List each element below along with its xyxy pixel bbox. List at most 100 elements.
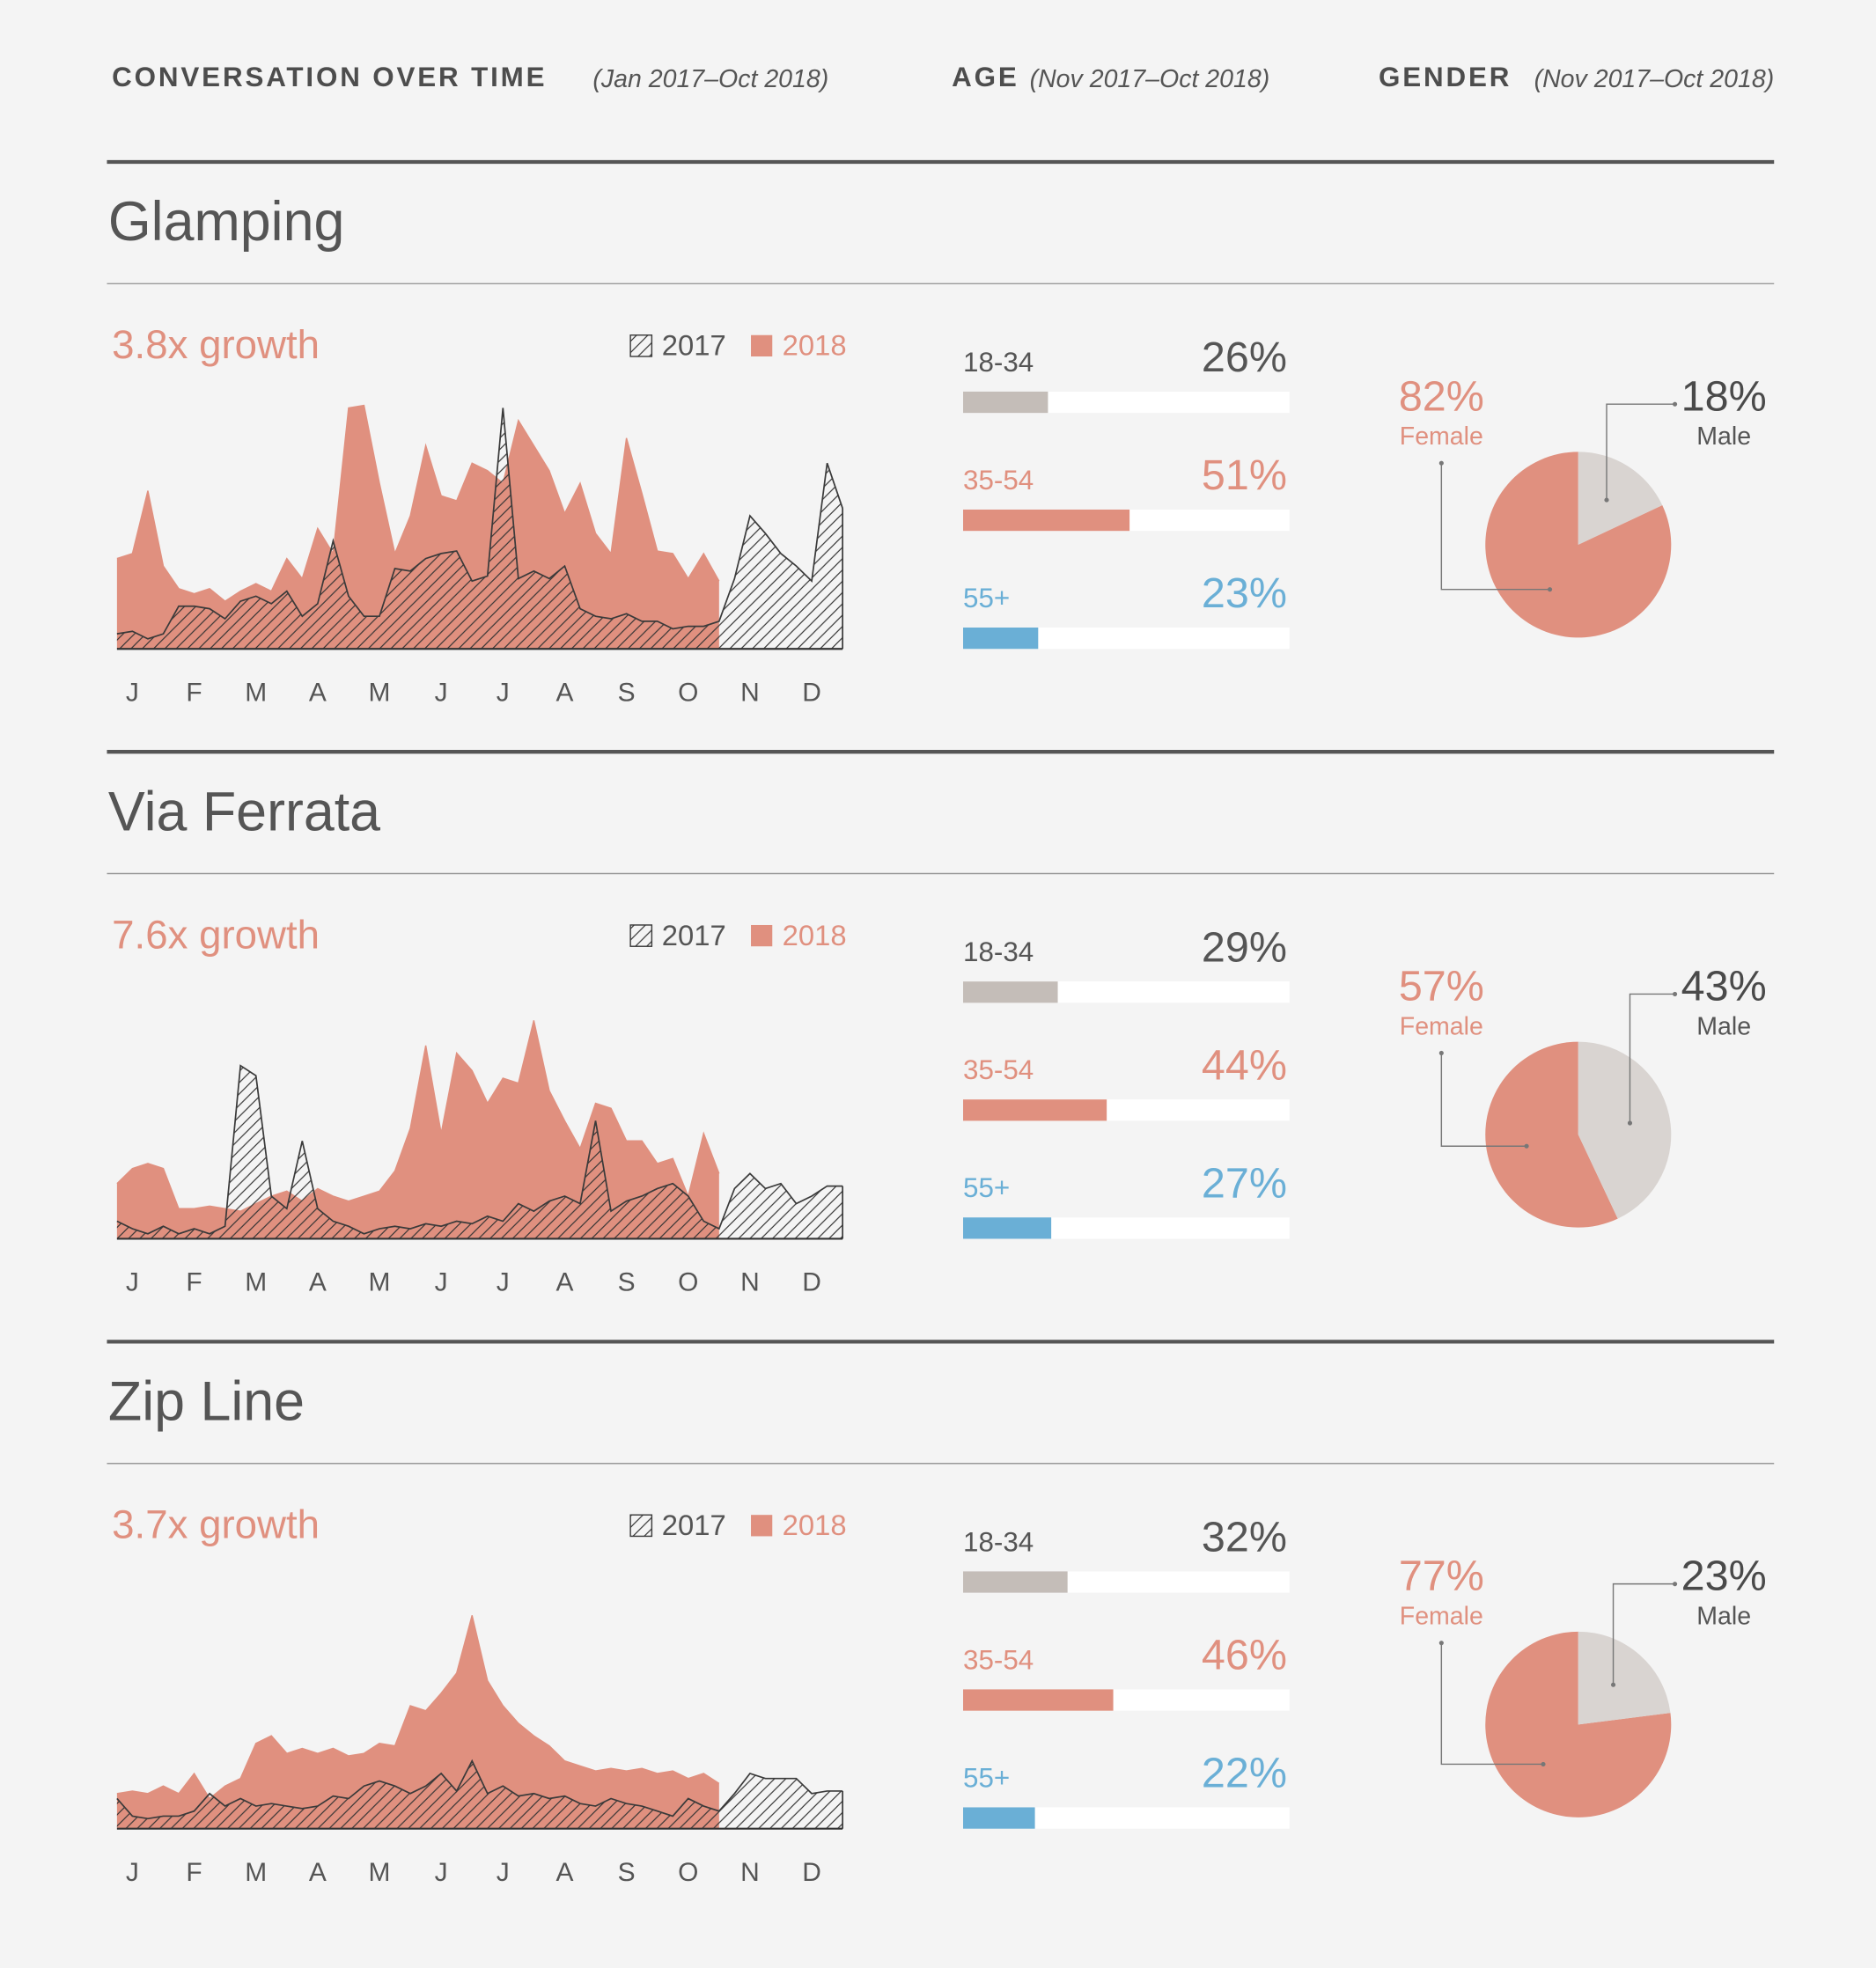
pie-category-label: Male <box>1696 1603 1751 1631</box>
series-line <box>116 1064 843 1235</box>
leader-dot <box>1438 1050 1444 1055</box>
leader-dot <box>1438 460 1444 466</box>
bar <box>963 1217 1052 1239</box>
age-value-label: 44% <box>1202 1041 1287 1089</box>
area-fill <box>116 1065 843 1239</box>
x-tick-label: J <box>435 678 448 707</box>
leader-dot <box>1627 1120 1633 1126</box>
area-fill <box>116 1020 719 1239</box>
header-gender-range: (Nov 2017–Oct 2018) <box>1534 65 1775 93</box>
leader-dot <box>1673 401 1678 407</box>
age-label: 55+ <box>963 1762 1010 1793</box>
header-gender: GENDER <box>1379 62 1512 92</box>
legend-swatch <box>751 334 773 356</box>
bar <box>963 509 1130 532</box>
leader-line <box>1612 1582 1675 1685</box>
x-tick-label: S <box>618 1268 636 1297</box>
bar <box>963 1807 1035 1829</box>
header-over-time: CONVERSATION OVER TIME <box>112 62 547 92</box>
leader-dot <box>1524 1143 1529 1149</box>
x-tick-label: J <box>497 1268 510 1297</box>
x-tick-label: A <box>309 1268 327 1297</box>
header-age-range: (Nov 2017–Oct 2018) <box>1030 65 1270 93</box>
x-tick-label: M <box>369 1858 391 1887</box>
age-value-label: 29% <box>1202 923 1287 971</box>
bar <box>963 981 1058 1003</box>
x-tick-label: S <box>618 678 636 707</box>
leader-dot <box>1547 587 1553 592</box>
age-label: 35-54 <box>963 1644 1034 1675</box>
leader-line <box>1440 1642 1543 1766</box>
section-title: Via Ferrata <box>108 781 380 842</box>
x-tick-label: A <box>309 1858 327 1887</box>
x-tick-label: M <box>245 1858 267 1887</box>
x-tick-label: D <box>802 678 821 707</box>
pie-value-label: 43% <box>1681 963 1767 1010</box>
series-line <box>116 1759 843 1820</box>
x-tick-label: J <box>497 1858 510 1887</box>
x-tick-label: M <box>245 1268 267 1297</box>
x-tick-label: M <box>369 678 391 707</box>
age-label: 55+ <box>963 1172 1010 1203</box>
pie-category-label: Female <box>1400 422 1483 451</box>
bar <box>963 1689 1114 1711</box>
legend-swatch <box>751 1515 773 1537</box>
leader-dot <box>1610 1682 1616 1687</box>
legend-swatch <box>629 334 653 357</box>
legend-label: 2018 <box>783 329 847 362</box>
x-tick-label: A <box>555 678 573 707</box>
pie-value-label: 57% <box>1399 963 1484 1010</box>
age-value-label: 46% <box>1202 1632 1287 1679</box>
x-tick-label: A <box>555 1268 573 1297</box>
age-value-label: 32% <box>1202 1514 1287 1561</box>
x-tick-label: J <box>126 678 139 707</box>
bar <box>963 628 1039 650</box>
leader-line <box>1440 463 1550 591</box>
x-tick-label: F <box>186 1858 202 1887</box>
legend-swatch <box>629 924 653 947</box>
age-label: 55+ <box>963 583 1010 613</box>
x-tick-label: S <box>618 1858 636 1887</box>
pie-category-label: Female <box>1400 1012 1483 1040</box>
legend-swatch <box>751 924 773 947</box>
pie-value-label: 18% <box>1681 372 1767 420</box>
x-tick-label: A <box>309 678 327 707</box>
pie-slice <box>1578 1041 1672 1219</box>
leader-line <box>1606 403 1675 501</box>
age-value-label: 22% <box>1202 1750 1287 1797</box>
age-value-label: 23% <box>1202 569 1287 617</box>
header-age: AGE <box>952 62 1019 92</box>
x-tick-label: J <box>126 1858 139 1887</box>
x-tick-label: M <box>369 1268 391 1297</box>
pie-value-label: 82% <box>1399 372 1484 420</box>
legend-label: 2017 <box>662 329 726 362</box>
pie-slice <box>1485 1041 1618 1228</box>
leader-dot <box>1604 497 1609 503</box>
section-title: Zip Line <box>108 1371 305 1433</box>
x-tick-label: D <box>802 1268 821 1297</box>
x-tick-label: A <box>555 1858 573 1887</box>
x-tick-label: J <box>435 1858 448 1887</box>
age-label: 35-54 <box>963 1054 1034 1085</box>
growth-label: 3.7x growth <box>112 1502 320 1547</box>
x-tick-label: N <box>740 1858 760 1887</box>
legend-label: 2018 <box>783 1509 847 1541</box>
age-value-label: 27% <box>1202 1159 1287 1207</box>
x-tick-label: N <box>740 1268 760 1297</box>
bar <box>963 391 1048 414</box>
legend-swatch <box>629 1514 653 1538</box>
leader-dot <box>1673 1582 1678 1587</box>
pie-value-label: 77% <box>1399 1553 1484 1600</box>
x-tick-label: O <box>678 1858 698 1887</box>
x-tick-label: N <box>740 678 760 707</box>
age-value-label: 26% <box>1202 334 1287 381</box>
age-label: 35-54 <box>963 465 1034 496</box>
leader-dot <box>1541 1761 1546 1767</box>
pie-category-label: Female <box>1400 1603 1483 1631</box>
leader-line <box>1629 993 1675 1124</box>
pie-category-label: Male <box>1696 1012 1751 1040</box>
x-tick-label: J <box>126 1268 139 1297</box>
age-label: 18-34 <box>963 936 1034 967</box>
